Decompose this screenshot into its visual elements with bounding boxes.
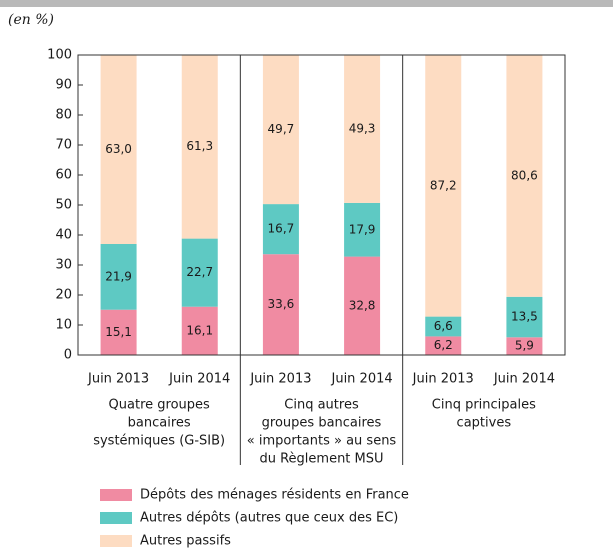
group-label: Quatre groupes — [109, 398, 210, 413]
y-tick-label: 40 — [55, 228, 72, 243]
legend-label: Autres passifs — [140, 534, 231, 549]
value-label: 80,6 — [511, 168, 538, 182]
value-label: 5,9 — [515, 339, 534, 353]
bar-segment — [506, 296, 543, 338]
value-label: 16,7 — [268, 222, 295, 236]
value-label: 22,7 — [186, 265, 213, 279]
legend-swatch — [100, 489, 132, 501]
group-label: groupes bancaires — [262, 416, 382, 431]
x-tick-label: Juin 2014 — [168, 372, 230, 387]
bar-segment — [425, 316, 462, 337]
value-label: 6,2 — [434, 338, 453, 352]
value-label: 13,5 — [511, 310, 538, 324]
group-label: du Règlement MSU — [259, 452, 383, 467]
top-band — [0, 0, 613, 7]
bar-segment — [181, 238, 218, 307]
y-tick-label: 10 — [55, 318, 72, 333]
legend-swatch — [100, 535, 132, 547]
value-label: 49,3 — [349, 121, 376, 135]
bar-segment — [262, 254, 299, 355]
legend-swatch — [100, 512, 132, 524]
group-label: systémiques (G-SIB) — [93, 434, 225, 449]
bar-segment — [344, 256, 381, 355]
value-label: 63,0 — [105, 142, 132, 156]
bar-segment — [262, 204, 299, 255]
value-label: 33,6 — [268, 297, 295, 311]
y-tick-label: 80 — [55, 108, 72, 123]
group-label: « importants » au sens — [247, 434, 397, 449]
value-label: 17,9 — [349, 222, 376, 236]
x-tick-label: Juin 2014 — [331, 372, 393, 387]
bar-segment — [181, 306, 218, 355]
y-tick-label: 70 — [55, 138, 72, 153]
y-tick-label: 50 — [55, 198, 72, 213]
value-label: 49,7 — [268, 122, 295, 136]
bar-segment — [506, 337, 543, 355]
x-tick-label: Juin 2013 — [87, 372, 149, 387]
y-tick-label: 90 — [55, 78, 72, 93]
bar-segment — [425, 336, 462, 355]
bar-segment — [344, 55, 381, 203]
bar-segment — [262, 55, 299, 205]
value-label: 16,1 — [186, 323, 213, 337]
group-label: bancaires — [128, 416, 191, 431]
bar-segment — [100, 244, 137, 310]
bar-segment — [344, 202, 381, 257]
x-tick-label: Juin 2013 — [412, 372, 474, 387]
group-label: captives — [457, 416, 512, 431]
bar-segment — [425, 55, 462, 317]
bar-segment — [506, 55, 543, 297]
value-label: 32,8 — [349, 298, 376, 312]
value-label: 21,9 — [105, 269, 132, 283]
group-label: Cinq autres — [284, 398, 359, 413]
y-tick-label: 100 — [47, 48, 72, 63]
y-tick-label: 30 — [55, 258, 72, 273]
y-tick-label: 20 — [55, 288, 72, 303]
group-label: Cinq principales — [432, 398, 536, 413]
x-tick-label: Juin 2013 — [249, 372, 311, 387]
value-label: 6,6 — [434, 319, 453, 333]
value-label: 61,3 — [186, 139, 213, 153]
plot-frame — [77, 54, 566, 356]
legend-label: Dépôts des ménages résidents en France — [140, 488, 409, 503]
unit-label: (en %) — [8, 12, 54, 28]
y-tick-label: 0 — [64, 348, 72, 363]
legend-label: Autres dépôts (autres que ceux des EC) — [140, 511, 398, 526]
bar-segment — [100, 309, 137, 355]
bar-segment — [181, 54, 218, 239]
y-tick-label: 60 — [55, 168, 72, 183]
value-label: 15,1 — [105, 325, 132, 339]
bar-segment — [100, 55, 137, 244]
x-tick-label: Juin 2014 — [493, 372, 555, 387]
value-label: 87,2 — [430, 178, 457, 192]
